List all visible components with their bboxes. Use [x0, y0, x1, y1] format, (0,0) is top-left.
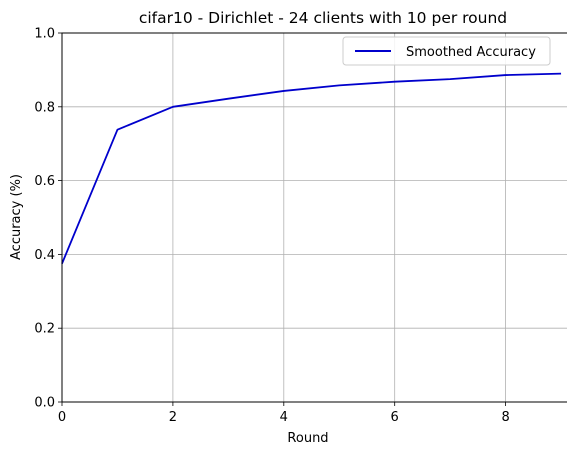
y-tick-label: 0.4 [34, 248, 55, 263]
x-tick-label: 0 [58, 410, 66, 425]
plot-frame [61, 32, 567, 403]
series-line [61, 72, 562, 264]
x-tick-label: 4 [280, 410, 288, 425]
chart-title: cifar10 - Dirichlet - 24 clients with 10… [139, 9, 507, 27]
x-tick-label: 2 [169, 410, 177, 425]
legend-box [342, 36, 551, 66]
y-tick-label: 0.6 [34, 174, 55, 189]
y-tick-label: 0.8 [34, 100, 55, 115]
x-tick-label: 8 [501, 410, 509, 425]
y-tick-label: 1.0 [34, 27, 55, 42]
x-axis-label: Round [287, 431, 328, 446]
y-axis-label: Accuracy (%) [9, 174, 24, 260]
x-axis: 0 2 4 6 8 [58, 402, 510, 425]
y-tick-label: 0.0 [34, 396, 55, 411]
legend: Smoothed Accuracy [342, 36, 551, 66]
legend-label: Smoothed Accuracy [406, 45, 536, 60]
x-tick-label: 6 [391, 410, 399, 425]
series-layer [61, 72, 562, 264]
y-tick-label: 0.2 [34, 322, 55, 337]
y-axis: 0.0 0.2 0.4 0.6 0.8 1.0 [34, 27, 62, 411]
